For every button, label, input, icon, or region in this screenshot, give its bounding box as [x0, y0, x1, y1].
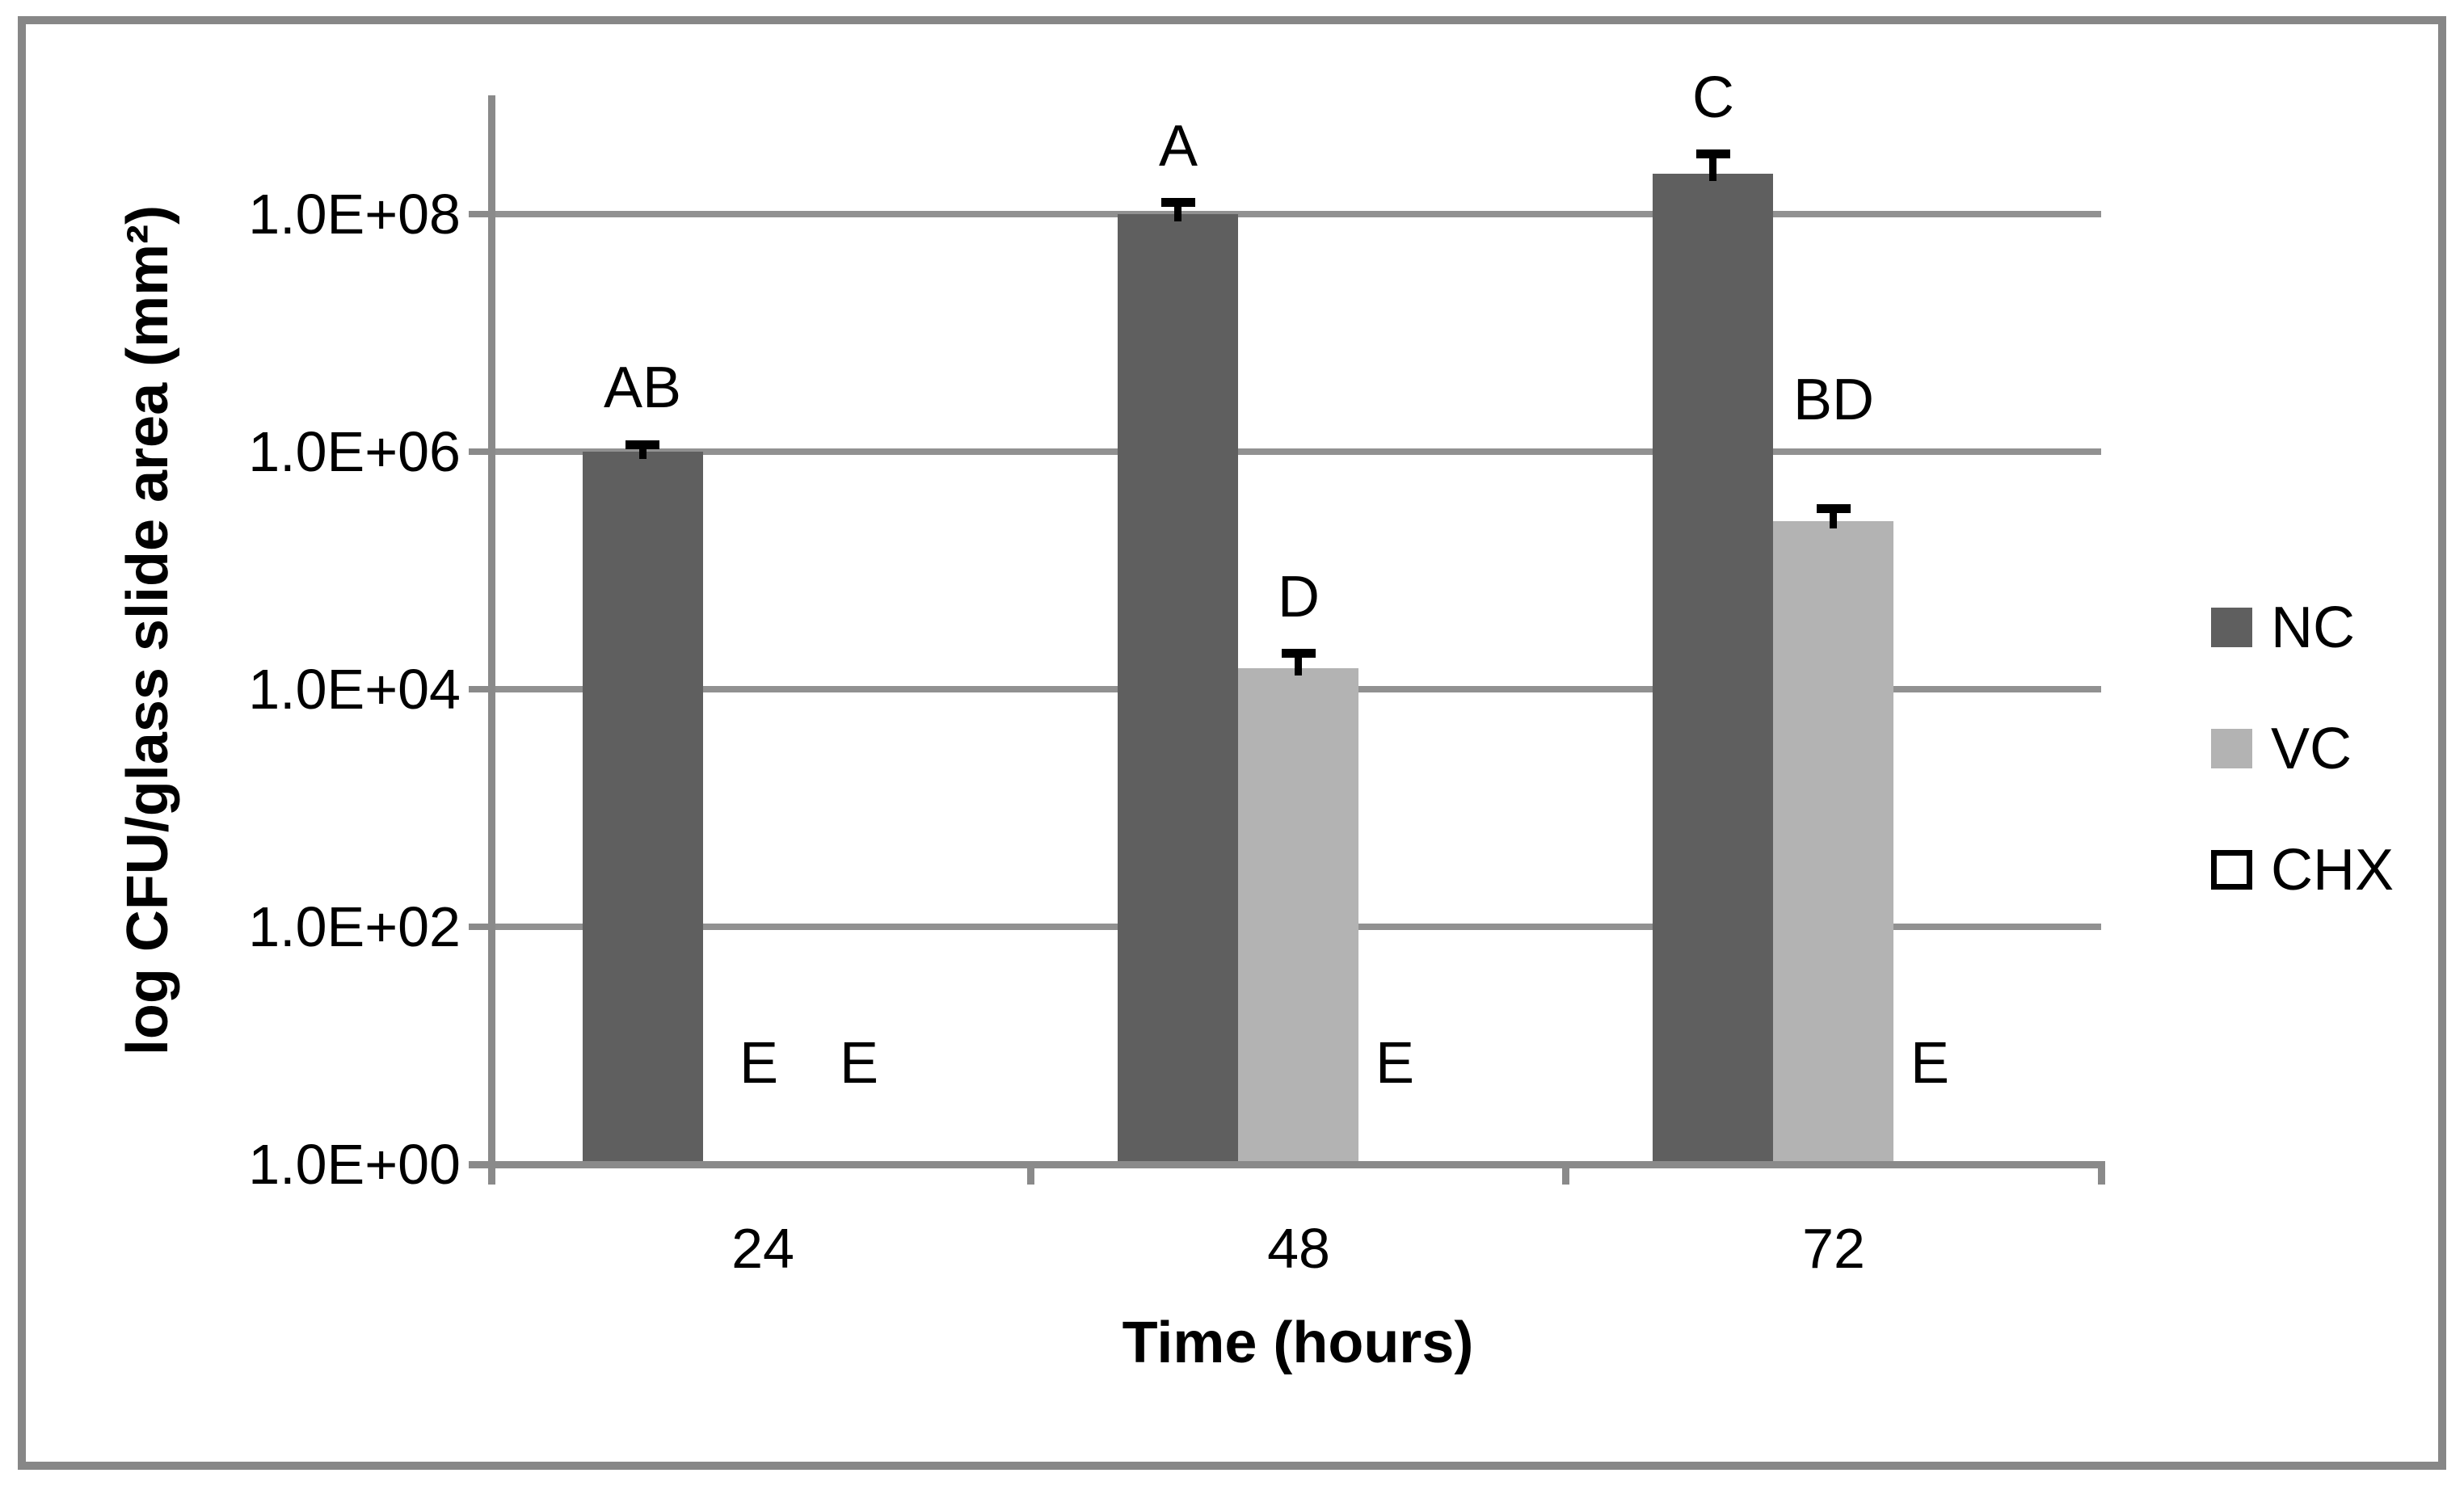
sig-letter-VC-24: E [739, 1031, 779, 1096]
bar-NC-72 [1653, 174, 1773, 1161]
legend-swatch-CHX [2211, 850, 2252, 890]
y-tick [469, 211, 495, 217]
y-tick-label: 1.0E+02 [248, 895, 461, 958]
sig-letter-VC-72: BD [1792, 368, 1875, 432]
legend-label-NC: NC [2271, 595, 2355, 660]
x-tick [1562, 1161, 1569, 1185]
y-axis-line [488, 95, 495, 1185]
x-axis-title: Time (hours) [1122, 1311, 1474, 1375]
sig-letter-NC-48: A [1158, 114, 1198, 179]
gridline [495, 211, 2101, 217]
x-tick-label: 48 [1267, 1217, 1330, 1280]
x-tick [2098, 1161, 2105, 1185]
error-bar-cap [1161, 198, 1195, 207]
x-tick-label: 24 [731, 1217, 794, 1280]
x-tick [1027, 1161, 1034, 1185]
bar-VC-48 [1238, 668, 1358, 1161]
x-axis-line [469, 1161, 2101, 1168]
error-bar-stem [1830, 509, 1837, 528]
error-bar-cap [1282, 649, 1316, 658]
y-tick-label: 1.0E+00 [248, 1133, 461, 1196]
sig-letter-NC-24: AB [603, 356, 682, 420]
y-tick-label: 1.0E+08 [248, 183, 461, 246]
y-tick [469, 924, 495, 930]
error-bar-stem [639, 444, 647, 459]
bar-VC-72 [1773, 521, 1893, 1161]
error-bar-stem [1709, 154, 1716, 181]
sig-letter-CHX-24: E [839, 1031, 879, 1096]
legend-label-CHX: CHX [2271, 838, 2395, 903]
y-tick-label: 1.0E+04 [248, 658, 461, 721]
legend-label-VC: VC [2271, 717, 2352, 781]
error-bar-cap [1817, 504, 1851, 513]
bar-NC-48 [1118, 214, 1238, 1161]
sig-letter-NC-72: C [1692, 65, 1734, 130]
gridline [495, 448, 2101, 455]
sig-letter-VC-48: D [1278, 565, 1320, 629]
error-bar-cap [1696, 149, 1730, 158]
sig-letter-CHX-48: E [1375, 1031, 1415, 1096]
y-tick [469, 686, 495, 692]
legend-swatch-NC [2211, 608, 2252, 647]
legend-swatch-VC [2211, 729, 2252, 768]
y-tick-label: 1.0E+06 [248, 420, 461, 483]
x-tick-label: 72 [1802, 1217, 1865, 1280]
error-bar-stem [1174, 203, 1181, 221]
error-bar-stem [1295, 654, 1302, 675]
y-tick [469, 448, 495, 455]
figure-border [18, 16, 2446, 1470]
sig-letter-CHX-72: E [1910, 1031, 1950, 1096]
bar-NC-24 [583, 452, 703, 1161]
